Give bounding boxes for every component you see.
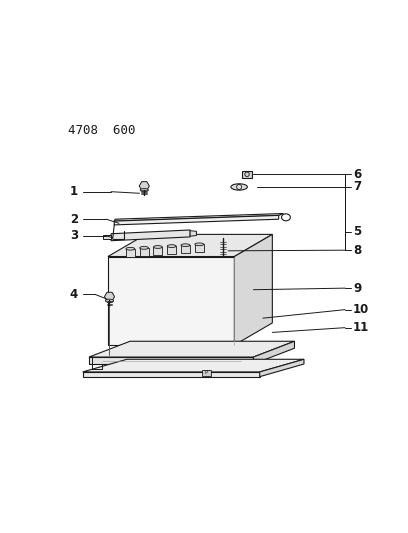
Polygon shape [89, 341, 295, 357]
Text: 7: 7 [353, 181, 361, 193]
Text: 1: 1 [70, 185, 78, 198]
Ellipse shape [153, 246, 162, 248]
Polygon shape [114, 214, 284, 221]
Text: 2: 2 [70, 213, 78, 225]
Polygon shape [153, 247, 162, 255]
Ellipse shape [140, 189, 149, 192]
Ellipse shape [126, 247, 135, 250]
Text: 5: 5 [353, 225, 361, 238]
Polygon shape [114, 215, 279, 225]
Text: 8: 8 [353, 244, 361, 257]
Text: 6: 6 [353, 168, 361, 181]
Text: 4: 4 [70, 288, 78, 301]
Polygon shape [89, 357, 253, 364]
Polygon shape [190, 231, 197, 236]
Polygon shape [108, 235, 273, 256]
Ellipse shape [231, 184, 247, 190]
Polygon shape [259, 359, 304, 377]
Polygon shape [181, 245, 190, 253]
Ellipse shape [167, 245, 176, 247]
Polygon shape [108, 256, 234, 345]
Polygon shape [82, 372, 259, 377]
Ellipse shape [195, 243, 204, 246]
Ellipse shape [181, 244, 190, 247]
Polygon shape [126, 249, 135, 257]
Polygon shape [195, 244, 204, 252]
Polygon shape [253, 341, 295, 364]
FancyBboxPatch shape [202, 370, 211, 376]
Polygon shape [234, 235, 273, 345]
Polygon shape [103, 235, 111, 239]
Text: 3: 3 [70, 230, 78, 243]
Text: 10: 10 [353, 303, 369, 316]
Ellipse shape [140, 246, 149, 249]
Text: 11: 11 [353, 321, 369, 334]
Text: 4708  600: 4708 600 [69, 124, 136, 136]
Ellipse shape [105, 299, 113, 302]
Polygon shape [111, 230, 190, 241]
FancyBboxPatch shape [242, 171, 252, 178]
Polygon shape [140, 248, 149, 256]
Polygon shape [82, 359, 304, 372]
Text: 9: 9 [353, 281, 361, 295]
Text: P: P [205, 370, 208, 375]
Polygon shape [167, 246, 176, 254]
